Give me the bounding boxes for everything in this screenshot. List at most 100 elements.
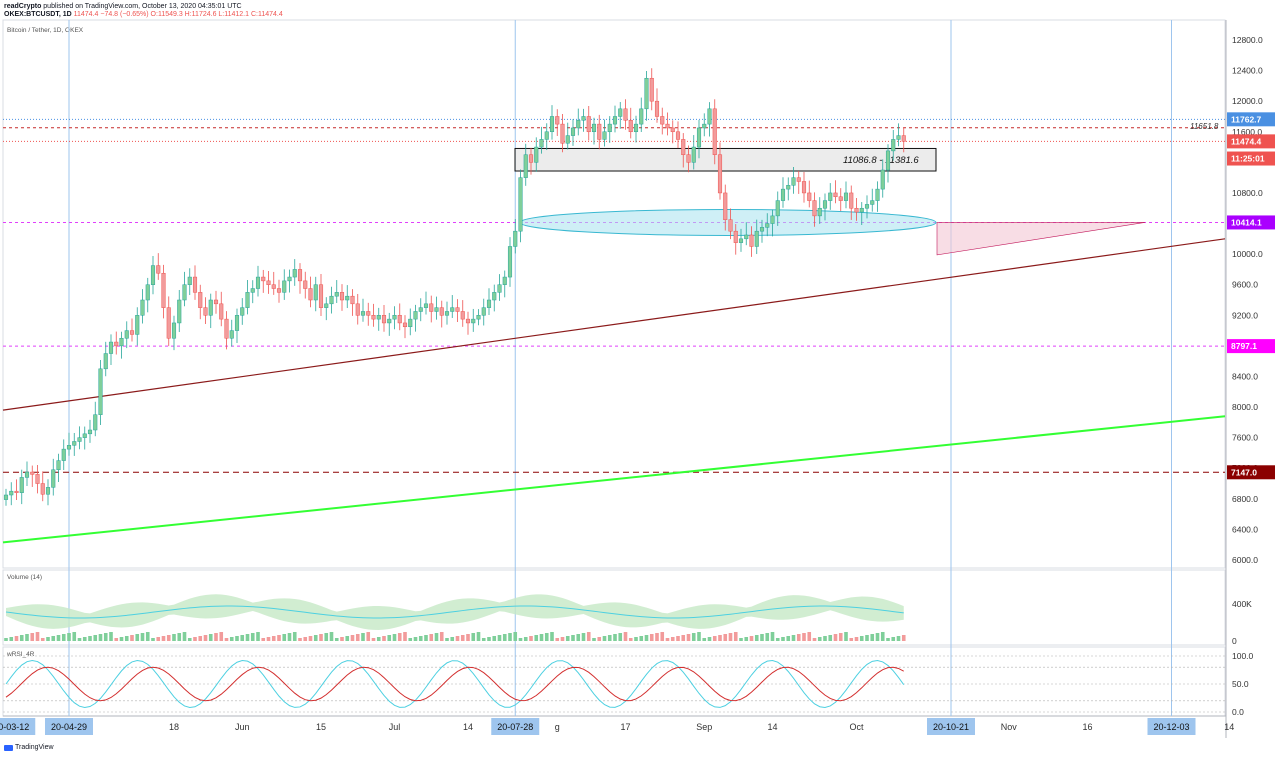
candle-body — [282, 280, 287, 293]
candle-body — [602, 131, 607, 140]
candle-body — [555, 116, 560, 125]
volume-bar — [319, 634, 323, 641]
tradingview-icon — [4, 744, 13, 751]
candle-body — [166, 307, 171, 339]
x-tick-label: 20-07-28 — [497, 722, 533, 732]
x-tick-label: Jul — [389, 722, 401, 732]
volume-bar — [119, 637, 124, 641]
volume-bar — [418, 636, 423, 641]
volume-bar — [345, 636, 350, 641]
volume-bar — [109, 632, 113, 641]
volume-bar — [702, 638, 707, 641]
candle-body — [754, 230, 759, 247]
volume-bar — [896, 636, 901, 641]
x-tick-label: 20-04-29 — [51, 722, 87, 732]
rsi-title: wRSI_4R — [6, 651, 35, 658]
volume-bar — [261, 638, 266, 641]
candle-body — [513, 230, 518, 247]
level-annotation: 11651.8 — [1190, 122, 1219, 131]
candle-body — [87, 429, 93, 435]
volume-bar — [19, 635, 24, 641]
volume-band — [6, 594, 904, 630]
volume-bar — [392, 634, 397, 641]
candle-body — [644, 77, 649, 110]
volume-bar — [277, 635, 281, 641]
price-badge-label: 10414.1 — [1231, 217, 1262, 227]
price-badge — [1227, 339, 1275, 354]
candle-body — [203, 307, 208, 316]
symbol-info: OKEX:BTCUSDT, 1D 11474.4 −74.8 (−0.65%) … — [4, 10, 283, 19]
volume-bar — [770, 632, 775, 641]
volume-bar — [82, 637, 87, 641]
volume-bar — [707, 637, 712, 641]
volume-bar — [355, 634, 360, 641]
candle-body — [864, 204, 870, 209]
y-tick-label: 9600.0 — [1232, 280, 1258, 290]
volume-bar — [303, 637, 308, 641]
candle-body — [481, 307, 486, 316]
candle-body — [77, 437, 82, 442]
candle-body — [870, 200, 875, 205]
candle-body — [807, 192, 812, 201]
y-tick-label: 12000.0 — [1232, 96, 1263, 106]
tradingview-brand: TradingView — [15, 744, 54, 751]
candle-body — [366, 311, 371, 316]
candle-body — [245, 292, 250, 308]
candle-body — [345, 295, 350, 301]
candle-body — [429, 303, 434, 312]
candle-body — [565, 135, 570, 144]
volume-bar — [282, 634, 287, 641]
volume-bar — [723, 634, 728, 641]
price-badge — [1227, 134, 1275, 149]
tradingview-logo[interactable]: TradingView — [4, 744, 54, 751]
rsi-pane-frame — [2, 646, 1226, 717]
candle-body — [318, 284, 324, 308]
candle-body — [224, 318, 229, 339]
candle-body — [539, 139, 544, 148]
y-tick-label: 6800.0 — [1232, 494, 1258, 504]
volume-bar — [581, 633, 586, 641]
candle-body — [560, 123, 565, 144]
candle-body — [728, 219, 733, 232]
volume-bar — [749, 636, 754, 641]
candle-body — [439, 307, 444, 316]
volume-bar — [676, 636, 680, 641]
candle-body — [56, 460, 61, 471]
candle-body — [35, 474, 40, 484]
x-tick-label: 20-12-03 — [1153, 722, 1189, 732]
price-badge-label: 11474.4 — [1231, 136, 1262, 146]
candle-body — [639, 108, 644, 125]
volume-bar — [130, 635, 134, 641]
volume-bar — [476, 632, 481, 641]
volume-bar — [88, 636, 92, 641]
volume-bar — [875, 633, 880, 641]
volume-bar — [40, 638, 45, 641]
volume-group — [4, 594, 906, 641]
x-tick-label: Nov — [1001, 722, 1018, 732]
candle-body — [371, 315, 376, 320]
volume-bar — [791, 635, 796, 641]
volume-bar — [849, 638, 854, 641]
author-name[interactable]: readCrypto — [4, 3, 42, 10]
symbol-name: OKEX:BTCUSDT, 1D — [4, 11, 74, 18]
date-highlight-badge — [491, 718, 540, 735]
volume-title: Volume (14) — [7, 574, 42, 581]
volume-bar — [854, 637, 859, 641]
price-badge — [1227, 215, 1275, 230]
candle-body — [329, 295, 334, 305]
volume-bar — [30, 633, 35, 641]
candle-body — [696, 127, 702, 148]
candle-body — [749, 234, 754, 247]
candle-body — [591, 123, 597, 133]
volume-bar — [371, 638, 376, 641]
volume-bar — [324, 633, 329, 641]
volume-bar — [72, 632, 77, 641]
candle-body — [24, 471, 30, 478]
volume-bar — [544, 633, 549, 641]
ohlc-values: O:11549.3 H:11724.6 L:11412.1 C:11474.4 — [148, 11, 283, 18]
candle-body — [93, 414, 98, 431]
candle-body — [103, 353, 108, 370]
y-tick-label: 6000.0 — [1232, 555, 1258, 565]
volume-bar — [156, 637, 161, 641]
